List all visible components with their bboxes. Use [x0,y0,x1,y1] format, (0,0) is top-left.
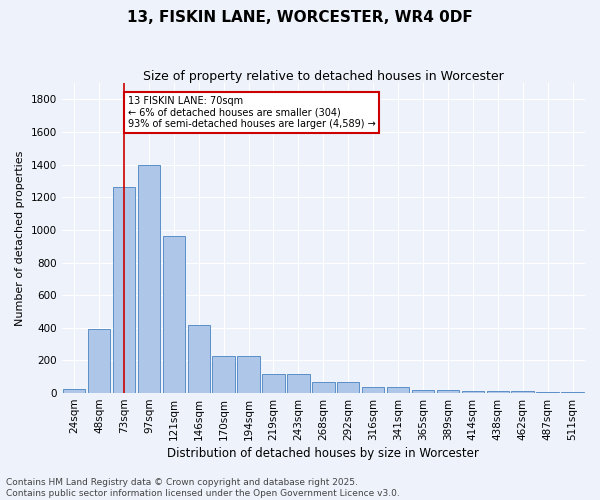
Bar [461,392,484,393]
Text: 13, FISKIN LANE, WORCESTER, WR4 0DF: 13, FISKIN LANE, WORCESTER, WR4 0DF [127,10,473,25]
Bar [536,392,559,393]
Bar [487,392,509,393]
Bar [312,382,335,393]
Text: Contains HM Land Registry data © Crown copyright and database right 2025.
Contai: Contains HM Land Registry data © Crown c… [6,478,400,498]
Bar [562,392,584,393]
Bar [163,236,185,393]
Bar [63,389,85,393]
Bar [362,386,385,393]
Text: 13 FISKIN LANE: 70sqm
← 6% of detached houses are smaller (304)
93% of semi-deta: 13 FISKIN LANE: 70sqm ← 6% of detached h… [128,96,376,130]
Bar [238,356,260,393]
Bar [337,382,359,393]
Bar [387,386,409,393]
Bar [88,330,110,393]
Bar [511,392,534,393]
Bar [412,390,434,393]
Bar [113,188,135,393]
Y-axis label: Number of detached properties: Number of detached properties [15,150,25,326]
Bar [212,356,235,393]
Bar [188,326,210,393]
Title: Size of property relative to detached houses in Worcester: Size of property relative to detached ho… [143,70,504,83]
Bar [137,164,160,393]
Bar [262,374,285,393]
Bar [287,374,310,393]
Bar [437,390,459,393]
X-axis label: Distribution of detached houses by size in Worcester: Distribution of detached houses by size … [167,447,479,460]
